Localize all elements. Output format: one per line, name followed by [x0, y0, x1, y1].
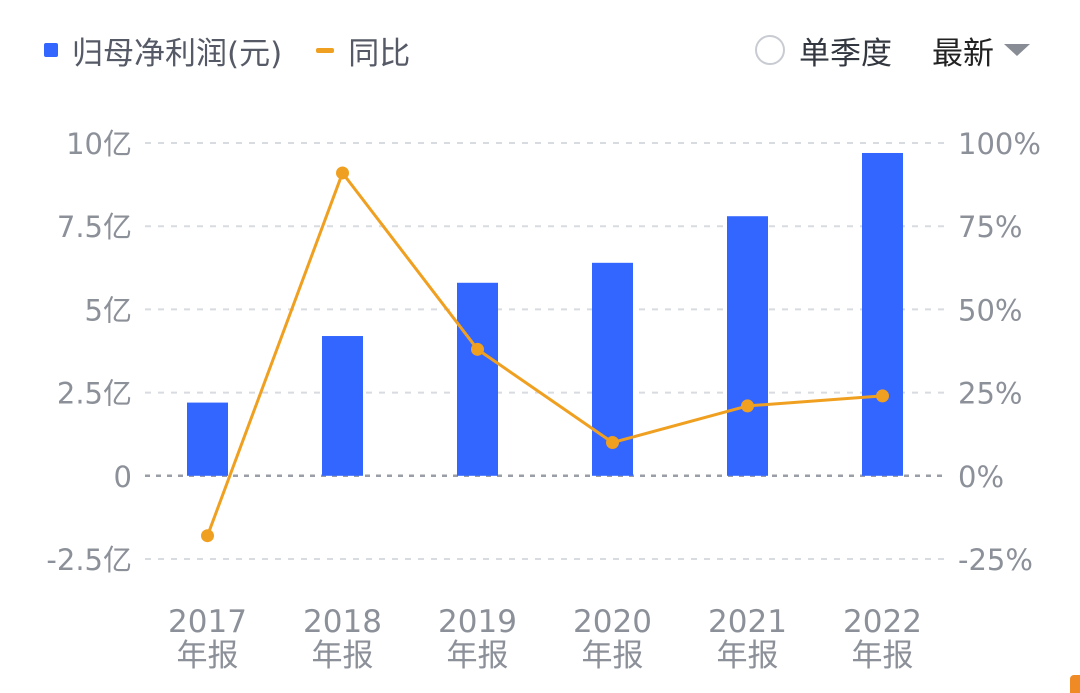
y-left-tick-label: 7.5亿 — [57, 210, 132, 244]
yoy-point-2019 — [471, 342, 484, 356]
yoy-point-2022 — [876, 389, 889, 403]
yoy-point-2021 — [741, 399, 754, 413]
legend-item-yoy[interactable]: 同比 — [316, 28, 410, 73]
x-tick-year: 2018 — [303, 604, 382, 640]
caret-down-icon — [1004, 44, 1030, 56]
x-tick-year: 2019 — [438, 604, 517, 640]
bar-2017 — [187, 402, 228, 476]
y-right-tick-label: 25% — [958, 377, 1022, 411]
legend-line-swatch — [316, 47, 335, 53]
x-tick-period: 年报 — [177, 638, 239, 674]
single-quarter-radio[interactable] — [755, 35, 785, 65]
x-tick-year: 2020 — [573, 604, 652, 640]
yoy-point-2020 — [606, 436, 619, 450]
x-tick-period: 年报 — [717, 638, 779, 674]
y-left-tick-label: 10亿 — [66, 127, 132, 161]
x-tick-period: 年报 — [312, 638, 374, 674]
y-left-tick-label: 0 — [114, 460, 132, 494]
single-quarter-label[interactable]: 单季度 — [799, 35, 892, 72]
yoy-line — [206, 171, 883, 537]
x-tick-period: 年报 — [447, 638, 509, 674]
y-left-tick-label: 2.5亿 — [57, 377, 132, 411]
yoy-point-2018 — [336, 166, 349, 180]
x-tick-year: 2021 — [708, 604, 787, 640]
x-tick-year: 2017 — [168, 604, 247, 640]
chart-legend: 归母净利润(元) 同比 — [44, 26, 444, 74]
legend-label-net-profit: 归母净利润(元) — [72, 35, 283, 72]
y-right-tick-label: 0% — [958, 460, 1004, 494]
scroll-indicator — [1070, 675, 1080, 693]
y-right-tick-label: -25% — [958, 543, 1033, 577]
y-left-tick-label: 5亿 — [85, 293, 132, 327]
y-left-tick-label: -2.5亿 — [46, 543, 132, 577]
y-right-tick-label: 75% — [958, 210, 1022, 244]
period-dropdown[interactable]: 最新 — [932, 28, 1030, 73]
legend-label-yoy: 同比 — [348, 35, 411, 72]
bar-2021 — [727, 216, 768, 476]
y-right-tick-label: 50% — [958, 293, 1022, 327]
chart-controls: 单季度 最新 — [755, 26, 1030, 74]
x-tick-year: 2022 — [843, 604, 922, 640]
bar-2022 — [862, 152, 903, 476]
x-tick-period: 年报 — [582, 638, 644, 674]
legend-item-net-profit[interactable]: 归母净利润(元) — [44, 28, 282, 73]
bar-2019 — [457, 282, 498, 476]
bar-2018 — [322, 336, 363, 476]
legend-bar-swatch — [44, 43, 58, 57]
y-right-tick-label: 100% — [958, 127, 1041, 161]
x-tick-period: 年报 — [852, 638, 914, 674]
yoy-point-2017 — [201, 529, 214, 543]
period-dropdown-label: 最新 — [932, 35, 994, 72]
